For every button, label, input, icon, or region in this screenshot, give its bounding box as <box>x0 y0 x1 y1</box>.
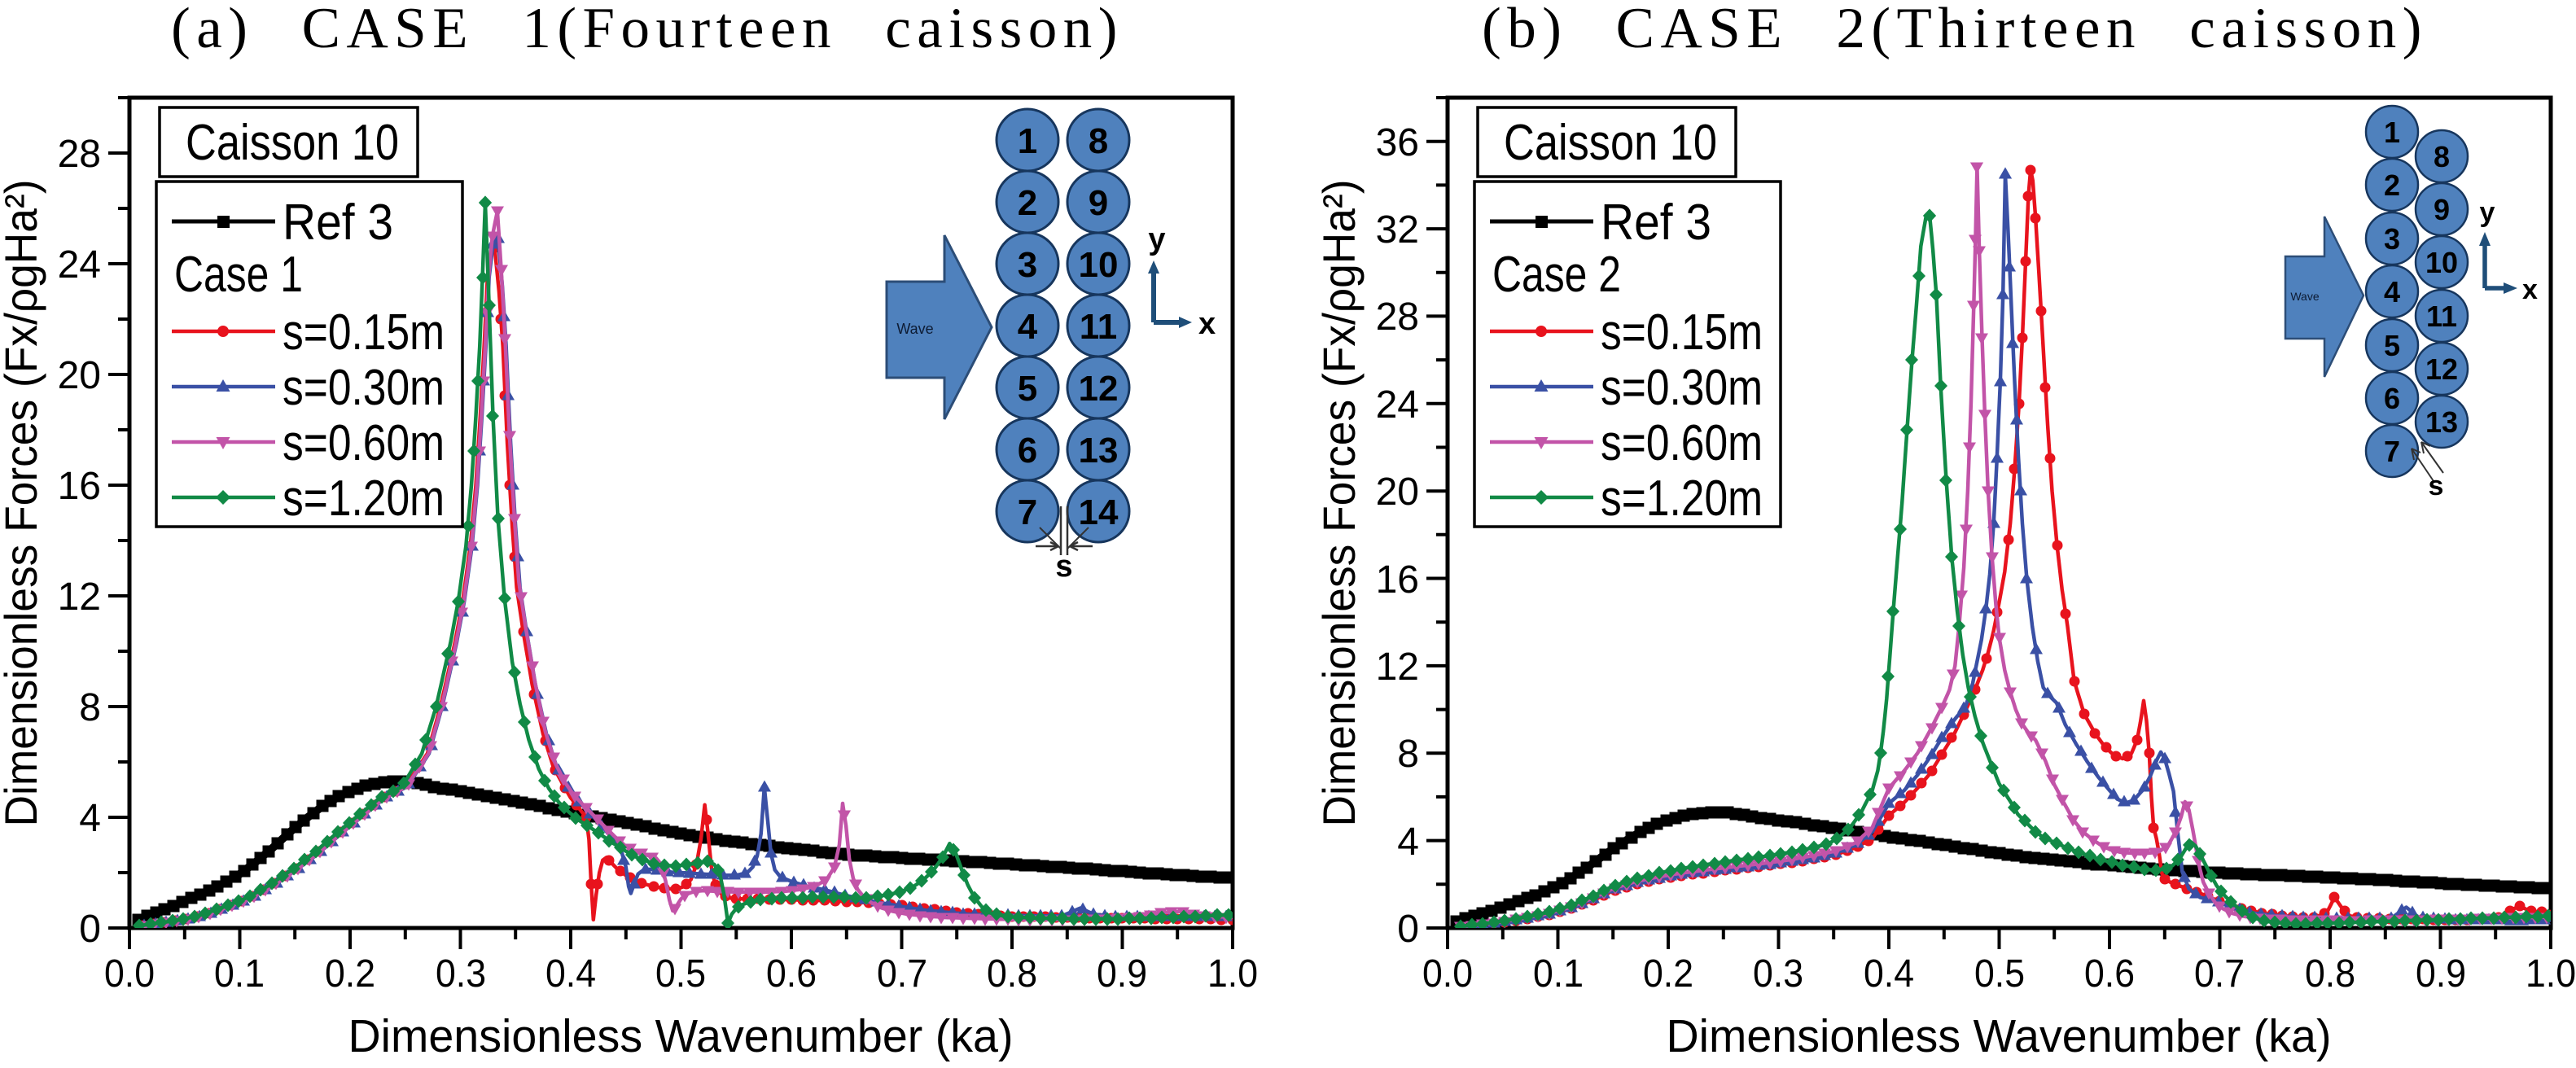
svg-text:2: 2 <box>1018 183 1037 223</box>
svg-text:13: 13 <box>2425 405 2458 439</box>
svg-text:9: 9 <box>2434 193 2450 226</box>
svg-text:1.0: 1.0 <box>1207 952 1258 996</box>
svg-text:8: 8 <box>1397 733 1419 776</box>
svg-text:12: 12 <box>2425 352 2458 386</box>
svg-text:13: 13 <box>1079 431 1119 471</box>
svg-text:0.4: 0.4 <box>1864 952 1914 996</box>
svg-text:Ref 3: Ref 3 <box>283 195 393 251</box>
svg-text:11: 11 <box>1080 307 1118 347</box>
svg-text:12: 12 <box>1376 646 1419 689</box>
svg-text:Dimensionless Wavenumber (ka): Dimensionless Wavenumber (ka) <box>348 1010 1014 1062</box>
svg-text:x: x <box>1198 307 1216 341</box>
svg-text:16: 16 <box>1376 558 1419 602</box>
svg-text:0.1: 0.1 <box>214 952 265 996</box>
svg-text:8: 8 <box>2434 140 2450 173</box>
svg-text:Case 1: Case 1 <box>174 247 303 303</box>
svg-text:s=0.15m: s=0.15m <box>1601 304 1763 361</box>
svg-text:s=0.30m: s=0.30m <box>283 360 445 416</box>
svg-text:Caisson 10: Caisson 10 <box>186 115 399 171</box>
svg-text:0.3: 0.3 <box>436 952 486 996</box>
svg-text:0.5: 0.5 <box>655 952 706 996</box>
svg-text:10: 10 <box>2425 246 2458 279</box>
svg-text:Case 2: Case 2 <box>1492 247 1621 303</box>
svg-text:0.5: 0.5 <box>1974 952 2025 996</box>
svg-text:1.0: 1.0 <box>2526 952 2576 996</box>
svg-text:14: 14 <box>1079 492 1119 532</box>
svg-text:0.0: 0.0 <box>1422 952 1473 996</box>
svg-text:12: 12 <box>1079 369 1119 409</box>
svg-text:0.7: 0.7 <box>877 952 927 996</box>
svg-text:2: 2 <box>2384 169 2400 202</box>
svg-text:0.1: 0.1 <box>1533 952 1584 996</box>
svg-text:Dimensionless Wavenumber (ka): Dimensionless Wavenumber (ka) <box>1667 1010 2332 1062</box>
svg-text:0.2: 0.2 <box>325 952 375 996</box>
svg-text:0.3: 0.3 <box>1753 952 1803 996</box>
svg-text:12: 12 <box>58 576 101 619</box>
svg-text:0.0: 0.0 <box>104 952 155 996</box>
svg-text:32: 32 <box>1376 208 1419 252</box>
svg-text:16: 16 <box>58 465 101 508</box>
svg-text:0.6: 0.6 <box>766 952 817 996</box>
svg-text:28: 28 <box>1376 295 1419 339</box>
svg-text:11: 11 <box>2426 300 2457 333</box>
svg-text:20: 20 <box>1376 471 1419 514</box>
svg-text:0: 0 <box>79 908 101 951</box>
svg-text:s=1.20m: s=1.20m <box>283 471 445 527</box>
svg-text:Wave: Wave <box>2290 290 2319 303</box>
svg-text:36: 36 <box>1376 121 1419 164</box>
svg-text:s: s <box>1055 549 1072 584</box>
svg-text:5: 5 <box>1018 369 1037 409</box>
svg-text:(b) CASE 2(Thirteen caisson): (b) CASE 2(Thirteen caisson) <box>1482 0 2428 60</box>
svg-text:s: s <box>2429 471 2444 501</box>
svg-text:(a) CASE 1(Fourteen caisson): (a) CASE 1(Fourteen caisson) <box>171 0 1124 60</box>
svg-text:6: 6 <box>1018 431 1037 471</box>
svg-text:s=0.15m: s=0.15m <box>283 304 445 361</box>
svg-text:0.9: 0.9 <box>2416 952 2466 996</box>
svg-text:0.9: 0.9 <box>1097 952 1147 996</box>
svg-text:1: 1 <box>2384 116 2400 149</box>
svg-text:6: 6 <box>2384 382 2400 415</box>
svg-text:20: 20 <box>58 354 101 397</box>
svg-text:x: x <box>2522 274 2538 305</box>
svg-text:0.8: 0.8 <box>2305 952 2355 996</box>
svg-text:0.6: 0.6 <box>2084 952 2135 996</box>
svg-text:8: 8 <box>1089 121 1108 161</box>
svg-text:0.7: 0.7 <box>2194 952 2245 996</box>
svg-text:0.8: 0.8 <box>987 952 1037 996</box>
svg-text:Ref 3: Ref 3 <box>1601 195 1711 251</box>
svg-text:5: 5 <box>2384 329 2400 362</box>
svg-text:7: 7 <box>2384 435 2400 468</box>
svg-text:s=0.60m: s=0.60m <box>283 415 445 471</box>
svg-text:s=1.20m: s=1.20m <box>1601 471 1763 527</box>
svg-text:8: 8 <box>79 686 101 729</box>
svg-text:s=0.60m: s=0.60m <box>1601 415 1763 471</box>
svg-text:0.2: 0.2 <box>1643 952 1693 996</box>
svg-text:3: 3 <box>1018 245 1037 285</box>
svg-text:10: 10 <box>1079 245 1119 285</box>
svg-text:1: 1 <box>1018 121 1037 161</box>
svg-text:28: 28 <box>58 133 101 176</box>
svg-text:0.4: 0.4 <box>545 952 596 996</box>
svg-text:y: y <box>2480 197 2495 228</box>
svg-text:Caisson 10: Caisson 10 <box>1504 115 1717 171</box>
svg-text:7: 7 <box>1018 492 1037 532</box>
svg-text:4: 4 <box>2384 275 2400 309</box>
svg-text:4: 4 <box>1397 821 1419 864</box>
svg-text:24: 24 <box>58 243 101 287</box>
svg-text:Dimensionless Forces (Fx/ρgHa²: Dimensionless Forces (Fx/ρgHa²) <box>1313 180 1365 827</box>
svg-text:Wave: Wave <box>896 321 933 337</box>
svg-text:0: 0 <box>1397 908 1419 951</box>
svg-text:3: 3 <box>2384 222 2400 256</box>
svg-text:s=0.30m: s=0.30m <box>1601 360 1763 416</box>
svg-text:Dimensionless Forces (Fx/ρgHa²: Dimensionless Forces (Fx/ρgHa²) <box>0 180 46 827</box>
svg-text:24: 24 <box>1376 383 1419 427</box>
svg-text:4: 4 <box>79 797 101 840</box>
svg-text:9: 9 <box>1089 183 1108 223</box>
svg-text:y: y <box>1148 222 1165 256</box>
svg-text:4: 4 <box>1018 307 1038 347</box>
